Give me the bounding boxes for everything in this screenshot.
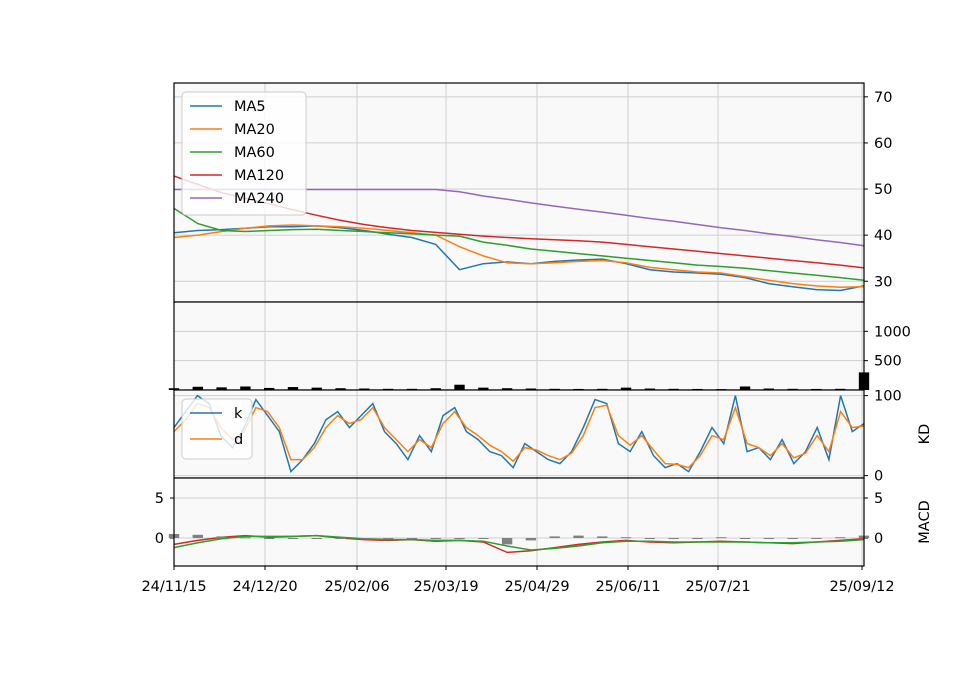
macd-ytick-label-1: 5 [874, 491, 883, 507]
kd-legend-label-1: d [234, 432, 243, 448]
macd-bar-21 [668, 538, 679, 539]
macd-bar-8 [359, 538, 370, 539]
volume-bar-15 [525, 388, 537, 390]
volume-bar-8 [359, 388, 370, 390]
price-ytick-label-2: 50 [874, 182, 892, 198]
macd-bar-28 [835, 537, 846, 539]
price-ytick-label-4: 70 [874, 90, 892, 106]
kd-series-k [173, 394, 865, 474]
kd-legend-label-0: k [234, 406, 243, 422]
macd-ytick-left-label-0: 0 [155, 531, 164, 547]
price-legend-label-0: MA5 [234, 99, 266, 115]
price-ytick-label-1: 40 [874, 228, 892, 244]
macd-bar-5 [287, 538, 299, 539]
volume-bar-19 [620, 387, 632, 390]
price-ytick-label-0: 30 [874, 274, 892, 290]
kd-ytick-label-0: 0 [874, 469, 883, 485]
macd-bar-20 [644, 538, 656, 539]
macd-bar-17 [573, 535, 584, 538]
volume-bar-13 [478, 387, 489, 390]
price-series-MA20 [173, 224, 865, 288]
price-legend-box [181, 91, 307, 216]
macd-bar-12 [454, 538, 465, 539]
x-tick-label-4: 25/04/29 [504, 579, 569, 595]
macd-bar-10 [406, 538, 418, 539]
volume-bar-3 [240, 386, 251, 390]
macd-bar-25 [763, 538, 775, 539]
x-tick-label-6: 25/07/21 [685, 579, 750, 595]
volume-bar-11 [430, 388, 441, 390]
macd-bar-9 [382, 538, 394, 539]
macd-bar-4 [263, 538, 275, 539]
volume-bar-1 [192, 386, 203, 390]
macd-bar-3 [240, 537, 251, 539]
macd-bar-2 [216, 536, 227, 538]
panel-macd: 0 0 5 5 MACD [155, 477, 933, 567]
x-tick-label-5: 25/06/11 [595, 579, 660, 595]
macd-bar-22 [692, 538, 703, 539]
macd-bar-24 [739, 538, 751, 539]
volume-ytick-label-0: 500 [874, 354, 902, 370]
price-legend-label-3: MA120 [234, 168, 284, 184]
volume-bar-14 [501, 388, 513, 390]
volume-bar-4 [263, 387, 275, 390]
macd-bar-1 [192, 534, 203, 538]
macd-bar-19 [620, 537, 632, 539]
volume-bar-20 [644, 388, 656, 390]
kd-background [174, 390, 864, 478]
volume-ytick-label-1: 1000 [874, 324, 911, 340]
price-legend-label-1: MA20 [234, 122, 275, 138]
x-axis: 24/11/15 24/12/20 25/02/06 25/03/19 25/04/29… [141, 566, 895, 595]
macd-ytick-left-label-1: 5 [155, 491, 164, 507]
volume-background [174, 302, 864, 390]
macd-bar-23 [716, 537, 727, 539]
volume-bar-24 [739, 386, 751, 390]
volume-bar-12 [454, 384, 465, 390]
macd-background [174, 478, 864, 566]
macd-bar-11 [430, 538, 441, 539]
macd-bar-16 [549, 536, 560, 538]
panel-volume: 500 1000 [168, 301, 911, 391]
macd-bar-15 [525, 538, 537, 541]
volume-bar-5 [287, 387, 299, 390]
macd-bar-18 [597, 536, 608, 538]
kd-series-d [173, 402, 865, 469]
macd-bar-7 [335, 538, 346, 539]
kd-axis-label: KD [917, 424, 933, 445]
macd-axis-label: MACD [917, 500, 933, 543]
macd-bar-14 [501, 538, 513, 545]
macd-bar-13 [478, 538, 489, 539]
macd-series-1 [173, 534, 865, 551]
volume-bar-25 [763, 388, 775, 390]
x-tick-label-0: 24/11/15 [141, 579, 206, 595]
kd-ytick-label-1: 100 [874, 389, 902, 405]
volume-bar-2 [216, 387, 227, 390]
macd-bar-6 [311, 538, 322, 539]
macd-bar-27 [811, 538, 822, 539]
panel-kd: 0 100 KD kd [173, 389, 933, 485]
chart-panels: 3040506070MA5MA20MA60MA120MA240500100001… [155, 82, 933, 567]
x-tick-label-2: 25/02/06 [324, 579, 389, 595]
x-tick-label-7: 25/09/12 [829, 579, 894, 595]
x-tick-label-1: 24/12/20 [232, 579, 297, 595]
volume-bar-7 [335, 388, 346, 390]
panel-price: 30 40 50 60 70 MA5 MA20 MA60 MA120 MA240 [173, 82, 892, 303]
price-legend-label-2: MA60 [234, 145, 275, 161]
macd-frame [173, 477, 865, 567]
kd-legend-box [181, 398, 253, 460]
volume-bar-6 [311, 387, 322, 390]
macd-bar-26 [787, 538, 798, 539]
price-legend-label-4: MA240 [234, 191, 284, 207]
x-tick-label-3: 25/03/19 [413, 579, 478, 595]
price-series-MA60 [173, 207, 865, 282]
price-ytick-label-3: 60 [874, 136, 892, 152]
macd-ytick-label-0: 0 [874, 531, 883, 547]
